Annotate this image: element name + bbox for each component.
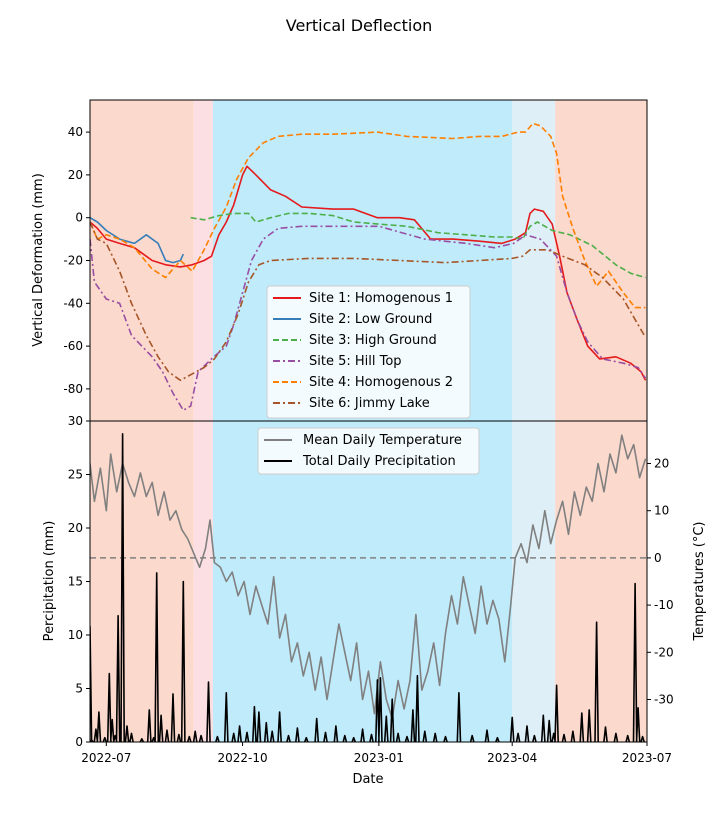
y-tick-label: -40 bbox=[63, 296, 83, 310]
series-line bbox=[90, 434, 647, 720]
y-tick-label: -60 bbox=[63, 339, 83, 353]
y-tick-label: 40 bbox=[68, 125, 83, 139]
y-tick-label: 15 bbox=[68, 575, 83, 589]
x-axis-bottom: 2022-07 2022-10 2023-01 2023-04 2023-07 bbox=[81, 742, 672, 765]
bottom-axes-frame bbox=[89, 420, 648, 743]
y-axis-left-top: 40 20 0 -20 -40 -60 -80 bbox=[63, 125, 90, 396]
legend-label: Site 4: Homogenous 2 bbox=[309, 375, 453, 390]
weather-series bbox=[90, 433, 647, 742]
legend-label: Mean Daily Temperature bbox=[303, 433, 462, 448]
y-tick-label: 5 bbox=[75, 682, 83, 696]
legend-box bbox=[266, 285, 471, 419]
legend-label: Site 6: Jimmy Lake bbox=[309, 396, 430, 411]
y-axis-label-bottom-right: Temperatures (°C) bbox=[692, 522, 707, 642]
y-tick-label-right: 20 bbox=[654, 456, 669, 470]
season-band bbox=[555, 100, 647, 421]
y-tick-label-right: -20 bbox=[654, 645, 674, 659]
y-tick-label: 20 bbox=[68, 168, 83, 182]
y-axis-label-bottom-left: Percipitation (mm) bbox=[42, 521, 57, 642]
y-tick-label: 10 bbox=[68, 628, 83, 642]
chart-title: Vertical Deflection bbox=[286, 16, 433, 35]
legend-box bbox=[257, 427, 480, 475]
y-tick-label: -80 bbox=[63, 382, 83, 396]
x-tick-label: 2023-01 bbox=[354, 751, 404, 765]
y-tick-label: 30 bbox=[68, 414, 83, 428]
x-axis-label: Date bbox=[352, 772, 383, 787]
deformation-series bbox=[90, 122, 647, 412]
legend-label: Total Daily Precipitation bbox=[302, 454, 456, 469]
x-tick-label: 2022-10 bbox=[218, 751, 268, 765]
x-tick-label: 2022-07 bbox=[81, 751, 131, 765]
deformation-panel: 40 20 0 -20 -40 -60 -80 Vertical Deformation (… bbox=[31, 99, 648, 422]
series-line bbox=[190, 212, 646, 279]
y-tick-label-right: 10 bbox=[654, 504, 669, 518]
legend-label: Site 1: Homogenous 1 bbox=[309, 291, 453, 306]
x-tick-label: 2023-04 bbox=[487, 751, 537, 765]
y-tick-label: 0 bbox=[75, 735, 83, 749]
legend-label: Site 3: High Ground bbox=[309, 333, 437, 348]
y-tick-label: 0 bbox=[75, 211, 83, 225]
legend-bottom: Mean Daily Temperature Total Daily Precip… bbox=[257, 427, 480, 475]
legend-label: Site 2: Low Ground bbox=[309, 312, 432, 327]
season-band bbox=[90, 100, 194, 421]
y-tick-label: 25 bbox=[68, 468, 83, 482]
y-tick-label-right: -10 bbox=[654, 598, 674, 612]
y-axis-right-bottom: 20 10 0 -10 -20 -30 bbox=[647, 456, 674, 707]
y-tick-label-right: -30 bbox=[654, 693, 674, 707]
x-tick-label: 2023-07 bbox=[622, 751, 672, 765]
y-axis-left-bottom: 0 5 10 15 20 25 30 bbox=[68, 414, 90, 749]
series-line bbox=[90, 225, 647, 412]
y-tick-label: -20 bbox=[63, 254, 83, 268]
season-band bbox=[90, 421, 194, 742]
legend-label: Site 5: Hill Top bbox=[309, 354, 402, 369]
season-band bbox=[512, 421, 556, 742]
series-line bbox=[90, 433, 645, 742]
y-axis-label-top: Vertical Deformation (mm) bbox=[31, 173, 46, 347]
y-tick-label: 20 bbox=[68, 521, 83, 535]
legend-top: Site 1: Homogenous 1 Site 2: Low Ground Si… bbox=[266, 285, 471, 419]
y-tick-label-right: 0 bbox=[654, 551, 662, 565]
series-line bbox=[90, 217, 185, 264]
series-line bbox=[90, 122, 646, 309]
season-band bbox=[193, 421, 213, 742]
season-band bbox=[512, 100, 556, 421]
